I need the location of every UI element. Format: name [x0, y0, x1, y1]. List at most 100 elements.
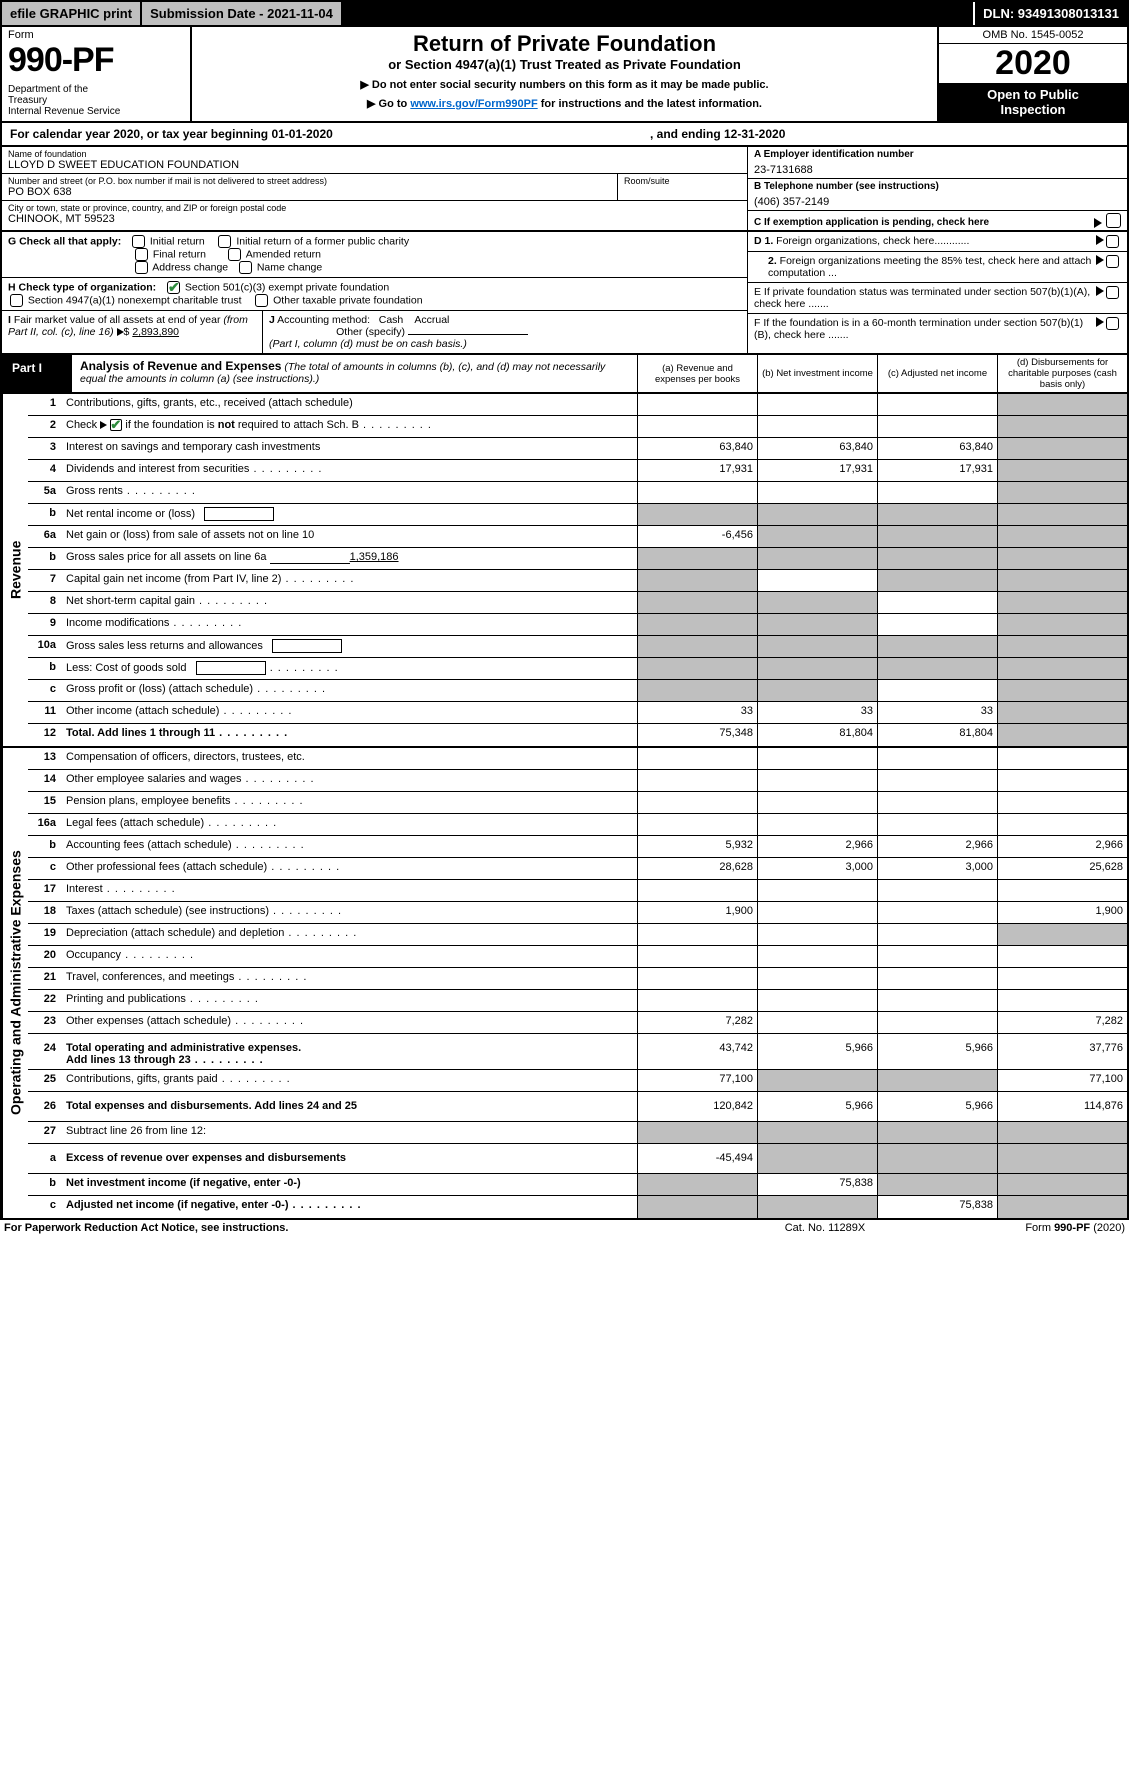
table-row: 25 Contributions, gifts, grants paid 77,… — [28, 1070, 1127, 1092]
goto-link-line: ▶ Go to www.irs.gov/Form990PF for instru… — [200, 97, 929, 110]
line-number: 22 — [28, 990, 62, 1011]
amount-cell — [997, 1174, 1127, 1195]
table-row: 23 Other expenses (attach schedule) 7,28… — [28, 1012, 1127, 1034]
table-row: c Gross profit or (loss) (attach schedul… — [28, 680, 1127, 702]
amount-cell — [757, 990, 877, 1011]
amount-cell — [997, 636, 1127, 657]
507b1b-checkbox[interactable] — [1106, 317, 1119, 330]
efile-print-button[interactable]: efile GRAPHIC print — [2, 2, 142, 25]
501c3-checkbox[interactable] — [167, 281, 180, 294]
line-description: Compensation of officers, directors, tru… — [62, 748, 637, 769]
phone-cell: B Telephone number (see instructions) (4… — [748, 179, 1127, 211]
other-method-line — [408, 334, 528, 335]
table-row: c Other professional fees (attach schedu… — [28, 858, 1127, 880]
identity-section: Name of foundation LLOYD D SWEET EDUCATI… — [0, 147, 1129, 232]
amount-cell: 63,840 — [757, 438, 877, 459]
foreign-org-checkbox[interactable] — [1106, 235, 1119, 248]
goto-post: for instructions and the latest informat… — [538, 98, 762, 110]
line-description: Adjusted net income (if negative, enter … — [62, 1196, 637, 1218]
table-row: 16a Legal fees (attach schedule) — [28, 814, 1127, 836]
table-row: 7 Capital gain net income (from Part IV,… — [28, 570, 1127, 592]
form-number-box: Form 990-PF Department of theTreasuryInt… — [2, 27, 192, 121]
arrow-icon — [1094, 218, 1102, 228]
name-change-checkbox[interactable] — [239, 261, 252, 274]
amount-cell — [877, 504, 997, 525]
initial-return-label: Initial return — [150, 235, 205, 247]
501c3-label: Section 501(c)(3) exempt private foundat… — [185, 281, 389, 293]
table-row: a Excess of revenue over expenses and di… — [28, 1144, 1127, 1174]
amount-cell — [637, 770, 757, 791]
exemption-checkbox[interactable] — [1106, 213, 1121, 228]
triangle-icon — [117, 328, 124, 336]
amount-cell — [757, 1196, 877, 1218]
amount-cell — [757, 814, 877, 835]
initial-former-checkbox[interactable] — [218, 235, 231, 248]
line-description: Interest — [62, 880, 637, 901]
line-number: 16a — [28, 814, 62, 835]
line-number: 18 — [28, 902, 62, 923]
part1-title: Analysis of Revenue and Expenses — [80, 359, 281, 373]
amount-cell — [877, 814, 997, 835]
85pct-checkbox[interactable] — [1106, 255, 1119, 268]
amount-cell — [637, 548, 757, 569]
table-row: 27 Subtract line 26 from line 12: — [28, 1122, 1127, 1144]
line-description: Accounting fees (attach schedule) — [62, 836, 637, 857]
final-return-label: Final return — [153, 248, 206, 260]
initial-return-checkbox[interactable] — [132, 235, 145, 248]
amount-cell — [997, 770, 1127, 791]
amount-cell — [877, 946, 997, 967]
line-description: Contributions, gifts, grants paid — [62, 1070, 637, 1091]
line-number: 27 — [28, 1122, 62, 1143]
ij-row: I Fair market value of all assets at end… — [2, 311, 747, 353]
amount-cell — [757, 614, 877, 635]
d1-row: D 1. Foreign organizations, check here..… — [748, 232, 1127, 252]
amount-cell — [997, 1196, 1127, 1218]
line-number: 12 — [28, 724, 62, 746]
address-change-checkbox[interactable] — [135, 261, 148, 274]
table-row: 10a Gross sales less returns and allowan… — [28, 636, 1127, 658]
amount-cell — [997, 814, 1127, 835]
line-description: Other expenses (attach schedule) — [62, 1012, 637, 1033]
tax-year: 2020 — [939, 44, 1127, 83]
amount-cell — [877, 680, 997, 701]
amount-cell — [637, 482, 757, 503]
amount-cell — [997, 990, 1127, 1011]
other-taxable-checkbox[interactable] — [255, 294, 268, 307]
line-number: a — [28, 1144, 62, 1173]
amount-cell — [997, 526, 1127, 547]
fmv-value: 2,893,890 — [132, 326, 179, 338]
irs-link[interactable]: www.irs.gov/Form990PF — [410, 98, 537, 110]
amount-cell: 7,282 — [997, 1012, 1127, 1033]
line-number: 20 — [28, 946, 62, 967]
amount-cell: 5,966 — [757, 1034, 877, 1069]
amount-cell — [757, 416, 877, 437]
line-number: 1 — [28, 394, 62, 415]
table-row: 17 Interest — [28, 880, 1127, 902]
amount-cell: 17,931 — [877, 460, 997, 481]
amount-cell — [877, 636, 997, 657]
amount-cell — [637, 814, 757, 835]
amount-cell: 33 — [757, 702, 877, 723]
amount-cell — [997, 460, 1127, 481]
amended-return-checkbox[interactable] — [228, 248, 241, 261]
4947-checkbox[interactable] — [10, 294, 23, 307]
final-return-checkbox[interactable] — [135, 248, 148, 261]
amount-cell — [637, 880, 757, 901]
form-header: Form 990-PF Department of theTreasuryInt… — [0, 27, 1129, 123]
line-number: c — [28, 1196, 62, 1218]
topbar-spacer — [343, 2, 973, 25]
amount-cell — [757, 1070, 877, 1091]
line-number: 2 — [28, 416, 62, 437]
amount-cell — [877, 548, 997, 569]
exemption-label: C If exemption application is pending, c… — [754, 217, 1090, 228]
line-description: Subtract line 26 from line 12: — [62, 1122, 637, 1143]
line-number: 6a — [28, 526, 62, 547]
amount-cell: 5,966 — [877, 1092, 997, 1121]
line-description: Less: Cost of goods sold — [62, 658, 637, 679]
507b1a-checkbox[interactable] — [1106, 286, 1119, 299]
amount-cell — [757, 1144, 877, 1173]
amount-cell — [997, 968, 1127, 989]
line-description: Other professional fees (attach schedule… — [62, 858, 637, 879]
part1-title-cell: Analysis of Revenue and Expenses (The to… — [72, 355, 637, 392]
amount-cell — [637, 968, 757, 989]
